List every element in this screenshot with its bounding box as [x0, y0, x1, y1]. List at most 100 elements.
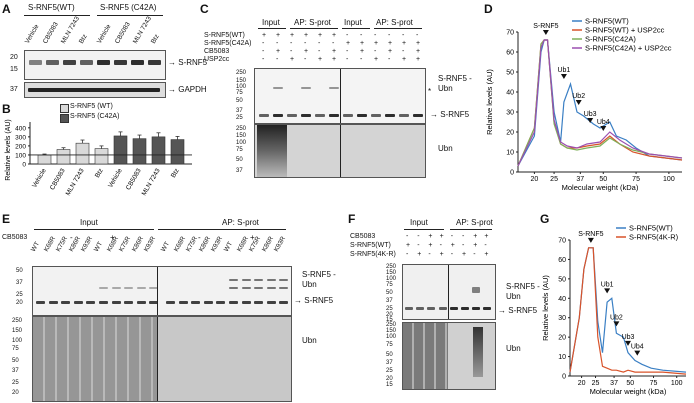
panel-b-bar [75, 142, 90, 165]
panel-a-lane-label: CB5083 [113, 21, 132, 45]
chart-y-tick-label: 40 [558, 296, 566, 303]
panel-f-smear-input [403, 323, 448, 389]
panel-c-label-rnf5-text: S-RNF5 [440, 110, 470, 119]
panel-c-mw-label: 150 [236, 133, 247, 139]
chart-x-tick-label: 37 [610, 380, 618, 387]
panel-e-lane-label: K93R [210, 235, 225, 253]
panel-c-sign: - [360, 32, 363, 39]
panel-c-sign: - [416, 32, 419, 39]
panel-e-lane-label: K68R [235, 235, 250, 253]
panel-e-ub-band [254, 279, 264, 281]
panel-f-mw-label: 50 [386, 352, 393, 358]
panel-a-srnf5-band [131, 60, 144, 65]
panel-c-header-input-1: Input [262, 18, 280, 27]
panel-f-sign: + [439, 251, 444, 258]
panel-e-cb-sign: + [110, 233, 115, 242]
panel-d-peak-marker [560, 74, 567, 79]
panel-a-srnf5-band [63, 60, 76, 65]
panel-b-x-tick-label: MLN 7243 [65, 167, 86, 197]
panel-f-sign: - [462, 233, 465, 240]
panel-g-peak-label: Ub2 [610, 314, 623, 321]
chart-y-tick-label: 0 [562, 374, 566, 381]
panel-f-letter: F [348, 212, 356, 226]
panel-f-sign: - [428, 251, 431, 258]
panel-f-sign: - [406, 251, 409, 258]
panel-e-ub-band [266, 279, 276, 281]
panel-e-lane-label: WT [92, 240, 105, 253]
panel-c-row-label: CB5083 [204, 48, 230, 55]
panel-c-sign: + [416, 56, 421, 63]
panel-f-header-ap: AP: S-prot [456, 218, 493, 227]
panel-c-header-line-1 [258, 28, 286, 29]
panel-c-sign: + [262, 32, 267, 39]
panel-c-srnf5-band [301, 114, 311, 117]
panel-e-label-ub-rnf5: S-RNF5 -Ubn [302, 270, 336, 289]
panel-c-sign: + [388, 48, 393, 55]
panel-c-ub-band [301, 87, 311, 89]
panel-d-peak-label: Ub4 [597, 119, 610, 126]
panel-b-x-tick-label: Btz [94, 168, 105, 180]
panel-b-bar [37, 154, 52, 165]
panel-c-srnf5-band [385, 114, 395, 117]
panel-f-srnf5-band [483, 307, 492, 310]
panel-e-srnf5-band [61, 301, 71, 304]
panel-e-srnf5-band [149, 301, 159, 304]
panel-b-bar [151, 136, 166, 165]
panel-e-lane-label: K86R [130, 235, 145, 253]
panel-c-sign: - [388, 56, 391, 63]
panel-d-peak-marker [600, 126, 607, 131]
panel-e-srnf5-band [86, 301, 96, 304]
panel-c-sign: - [374, 32, 377, 39]
panel-c-sign: - [374, 48, 377, 55]
panel-c-sign: + [304, 32, 309, 39]
panel-e-blot-top [32, 266, 292, 316]
panel-c-mw-label: 25 [236, 115, 243, 121]
panel-e-srnf5-band [99, 301, 108, 304]
panel-c-mw-label: 250 [236, 126, 247, 132]
chart-x-tick-label: 37 [576, 176, 584, 183]
panel-g-line-chart: 0 10 20 30 40 50 60 70 20 25 37 50 75 100 Molecular we… [541, 224, 687, 396]
panel-d-peak-marker [587, 118, 594, 123]
panel-a-lane-label: CB5083 [41, 21, 60, 45]
panel-f-sign: + [439, 233, 444, 240]
panel-f-srnf5-band [461, 307, 469, 310]
chart-x-tick-label: 50 [626, 380, 634, 387]
panel-c-row-label: USP2cc [204, 56, 230, 63]
panel-c-sign: - [262, 40, 265, 47]
panel-c-ub-band [329, 87, 339, 89]
panel-a-label-srnf5: → S-RNF5 [168, 58, 208, 67]
panel-f-sign: - [473, 251, 476, 258]
panel-c-mw-label: 37 [236, 108, 243, 114]
chart-y-tick-label: 20 [558, 335, 566, 342]
chart-x-tick-label: 20 [578, 380, 586, 387]
panel-a-group-c42a: S-RNF5 (C42A) [100, 3, 157, 12]
panel-a-blot-gapdh [24, 82, 166, 98]
chart-series-line [517, 39, 683, 167]
panel-f-sign: - [450, 251, 454, 258]
panel-e-srnf5-band [124, 301, 134, 304]
panel-c-sign: - [346, 32, 349, 39]
chart-y-tick-label: 30 [506, 110, 514, 117]
chart-y-tick-label: 70 [558, 238, 566, 245]
panel-c-header-input-2: Input [344, 18, 362, 27]
panel-c-sign: + [360, 48, 365, 55]
panel-e-smear-input [33, 317, 157, 401]
chart-series-line [517, 39, 683, 167]
panel-e-lane-label: K86R [260, 235, 275, 253]
panel-e-letter: E [2, 212, 11, 226]
panel-f-header-line-input [404, 229, 444, 230]
panel-c-sign: - [262, 56, 265, 63]
panel-e-ub-band [229, 279, 238, 281]
panel-f-mw-label: 15 [386, 382, 393, 388]
panel-b-x-tick-label: CB5083 [49, 167, 67, 191]
chart-series-line [517, 39, 683, 167]
panel-e-srnf5-band [216, 301, 226, 304]
panel-e-srnf5-band [166, 301, 175, 304]
chart-series-line [517, 39, 683, 167]
panel-e-header-ap: AP: S-prot [222, 218, 259, 227]
chart-x-label: Molecular weight (kDa) [562, 183, 639, 192]
panel-e-ub-band [136, 287, 146, 289]
panel-c-sign: + [290, 56, 295, 63]
panel-b-letter: B [2, 102, 11, 116]
panel-e-ub-band [99, 287, 108, 289]
